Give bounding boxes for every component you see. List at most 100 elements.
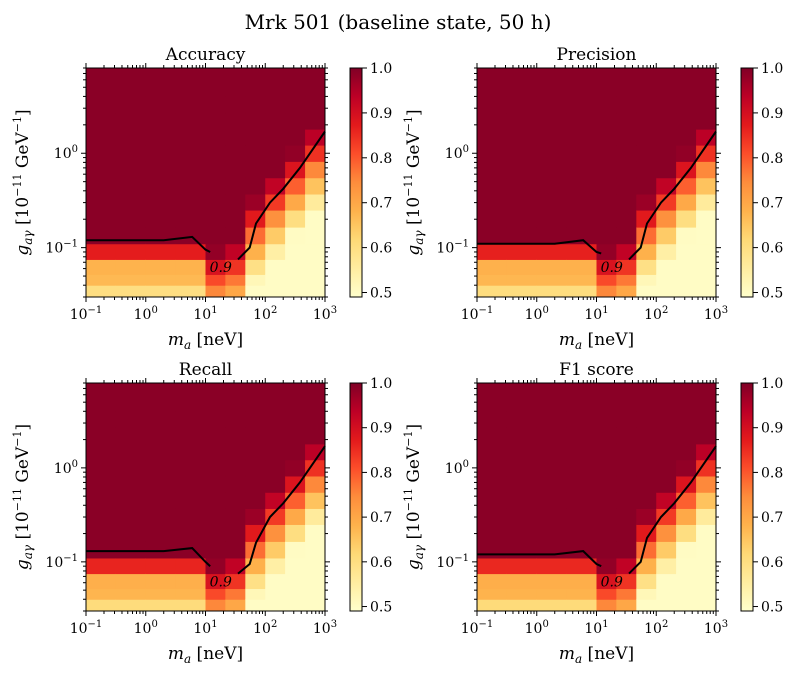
colorbar-tick-label: 1.0: [370, 376, 392, 392]
heatmap-cell: [225, 411, 246, 428]
heatmap-cell: [305, 259, 326, 275]
heatmap-cell: [566, 475, 597, 493]
heatmap-cell: [205, 68, 226, 97]
heatmap-cell: [225, 492, 246, 509]
heatmap-cell: [285, 588, 306, 600]
heatmap-cell: [477, 427, 508, 445]
heatmap-cell: [676, 243, 697, 260]
heatmap-cell: [225, 383, 246, 412]
heatmap-cell: [115, 475, 147, 493]
heatmap-cell: [506, 177, 538, 195]
heatmap-cell: [696, 573, 717, 590]
heatmap-cell: [86, 508, 117, 525]
heatmap-cell: [115, 68, 147, 97]
heatmap-cell: [676, 508, 697, 525]
heatmap-cell: [566, 557, 597, 575]
heatmap-cell: [115, 112, 147, 130]
colorbar-tick-label: 0.5: [370, 600, 392, 616]
heatmap-cell: [265, 285, 286, 298]
x-axis-label: ma [neV]: [168, 644, 243, 666]
heatmap-cell: [225, 459, 246, 477]
heatmap-cell: [265, 194, 286, 211]
heatmap-cell: [596, 492, 617, 509]
heatmap-cell: [245, 161, 266, 179]
heatmap-cell: [115, 129, 147, 146]
heatmap-cell: [616, 227, 637, 245]
y-axis-label: gaγ [10−11 GeV−1]: [11, 109, 35, 255]
heatmap-cell: [265, 492, 286, 509]
heatmap-cell: [676, 177, 697, 195]
heatmap-cell: [175, 443, 206, 461]
heatmap-cell: [175, 599, 206, 612]
heatmap-cell: [205, 210, 226, 228]
heatmap-cell: [86, 459, 117, 477]
heatmap-cell: [656, 210, 677, 228]
heatmap-cell: [245, 243, 266, 260]
heatmap-cell: [696, 177, 717, 195]
heatmap-cell: [265, 177, 286, 195]
heatmap-cell: [285, 541, 306, 559]
heatmap-cell: [536, 243, 568, 260]
heatmap-cell: [86, 194, 117, 211]
heatmap-cell: [676, 285, 697, 298]
x-tick-label: 103: [704, 305, 728, 323]
heatmap-cell: [696, 129, 717, 146]
colorbar-tick-label: 0.8: [370, 465, 392, 481]
heatmap-cell: [616, 145, 637, 162]
heatmap-cell: [536, 557, 568, 575]
heatmap-cell: [676, 588, 697, 600]
heatmap-cell: [616, 573, 637, 590]
heatmap-cell: [676, 68, 697, 97]
heatmap-cell: [285, 459, 306, 477]
heatmap-cell: [285, 259, 306, 275]
heatmap-cell: [596, 68, 617, 97]
heatmap-cell: [656, 524, 677, 542]
heatmap-cell: [506, 145, 538, 162]
heatmap-cell: [696, 427, 717, 445]
heatmap-cell: [225, 129, 246, 146]
heatmap-cell: [506, 508, 538, 525]
heatmap-cell: [175, 96, 206, 114]
heatmap-cell: [616, 243, 637, 260]
panel-f1: F1 score 0.9 10−1 100 101 102 103 10−1 100 ma [ne…: [402, 360, 783, 666]
heatmap-cell: [477, 508, 508, 525]
contour-line: [86, 235, 211, 253]
heatmap-cell: [285, 112, 306, 130]
heatmap-cell: [205, 599, 226, 612]
colorbar-tick-label: 0.5: [761, 600, 783, 616]
heatmap-cell: [285, 194, 306, 211]
colorbar-tick-label: 0.9: [761, 106, 783, 122]
heatmap-cell: [225, 259, 246, 275]
heatmap-cell: [115, 541, 147, 559]
heatmap-cell: [205, 557, 226, 575]
heatmap-cell: [656, 573, 677, 590]
heatmap-cell: [506, 210, 538, 228]
heatmap-cell: [696, 161, 717, 179]
heatmap-cell: [566, 68, 597, 97]
heatmap-cell: [636, 194, 657, 211]
heatmap-cell: [696, 243, 717, 260]
heatmap-cell: [566, 112, 597, 130]
heatmap-cell: [566, 285, 597, 298]
heatmap-cell: [265, 161, 286, 179]
heatmap-cell: [506, 573, 538, 590]
x-tick-label: 101: [584, 305, 608, 323]
heatmap-cell: [265, 68, 286, 97]
heatmap-cell: [265, 383, 286, 412]
heatmap-cell: [175, 177, 206, 195]
heatmap-cell: [115, 492, 147, 509]
heatmap-cell: [656, 243, 677, 260]
heatmap-cell: [696, 383, 717, 412]
heatmap-cell: [205, 145, 226, 162]
panel-accuracy: Accuracy 0.9 10−1 100 101 102 103 10−1 100 ma [ne…: [11, 45, 392, 352]
heatmap-cell: [145, 508, 177, 525]
heatmap-cell: [115, 599, 147, 612]
heatmap-cell: [285, 383, 306, 412]
heatmap-cell: [536, 508, 568, 525]
heatmap-cell: [696, 96, 717, 114]
heatmap-cell: [477, 475, 508, 493]
heatmap-cell: [265, 443, 286, 461]
heatmap-cell: [656, 459, 677, 477]
heatmap-cell: [566, 492, 597, 509]
heatmap-cell: [656, 68, 677, 97]
